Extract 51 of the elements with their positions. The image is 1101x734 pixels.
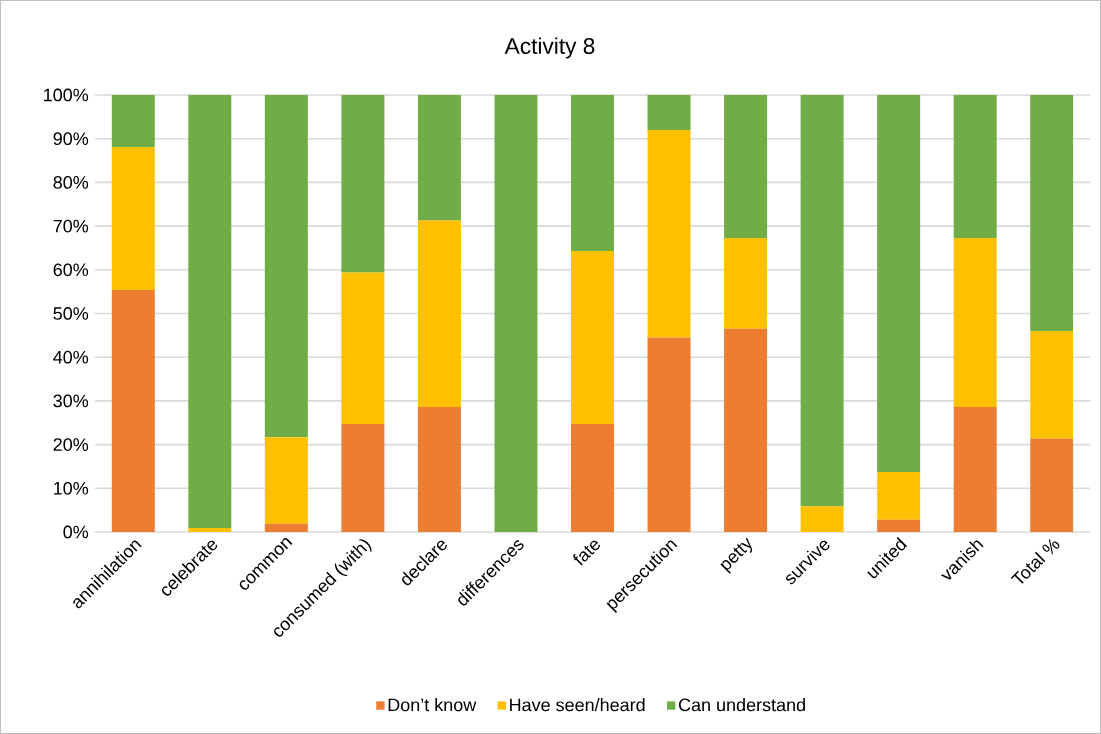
- y-tick-label: 0%: [63, 525, 89, 539]
- y-tick-label: 70%: [53, 219, 89, 233]
- bar: [877, 519, 921, 532]
- y-tick-label: 40%: [53, 350, 89, 364]
- bar: [1030, 438, 1074, 532]
- bar: [341, 424, 385, 532]
- bar: [264, 437, 308, 524]
- y-tick-label: 80%: [53, 176, 89, 189]
- bar: [188, 528, 232, 532]
- bar: [417, 94, 461, 221]
- bar: [264, 523, 308, 532]
- bar: [1030, 330, 1074, 439]
- bar: [417, 220, 461, 407]
- y-tick-label: 20%: [53, 438, 89, 451]
- y-tick-label: 60%: [53, 263, 89, 277]
- x-tick-label: fate: [573, 540, 600, 566]
- bar: [264, 94, 308, 438]
- legend-label: Don’t know: [388, 698, 477, 712]
- bar: [341, 272, 385, 425]
- chart-title: Activity 8: [504, 37, 595, 59]
- bar: [571, 424, 614, 532]
- bar: [800, 506, 844, 532]
- legend-label: Can understand: [678, 698, 805, 712]
- bar: [800, 94, 844, 507]
- bar: [647, 94, 691, 130]
- bar: [341, 94, 385, 273]
- bar: [953, 237, 997, 407]
- bar: [188, 94, 232, 529]
- bar: [571, 251, 614, 425]
- bar: [953, 407, 997, 532]
- y-tick-label: 50%: [53, 307, 89, 320]
- y-tick-label: 100%: [44, 88, 89, 102]
- bar: [953, 94, 997, 238]
- bar: [417, 407, 461, 532]
- y-tick-label: 90%: [53, 132, 89, 146]
- bar: [877, 472, 921, 520]
- bar: [111, 146, 155, 290]
- bar: [571, 94, 614, 251]
- bar: [647, 129, 691, 338]
- y-tick-label: 30%: [53, 394, 89, 408]
- y-tick-label: 10%: [54, 481, 89, 495]
- bar: [724, 237, 768, 329]
- bar: [111, 94, 155, 147]
- bar: [494, 94, 538, 532]
- legend-label: Have seen/heard: [510, 698, 645, 712]
- bar: [724, 94, 768, 238]
- bar: [647, 337, 691, 532]
- bar: [724, 328, 768, 532]
- bar: [877, 94, 921, 473]
- bar: [111, 289, 155, 532]
- bar: [1030, 94, 1074, 331]
